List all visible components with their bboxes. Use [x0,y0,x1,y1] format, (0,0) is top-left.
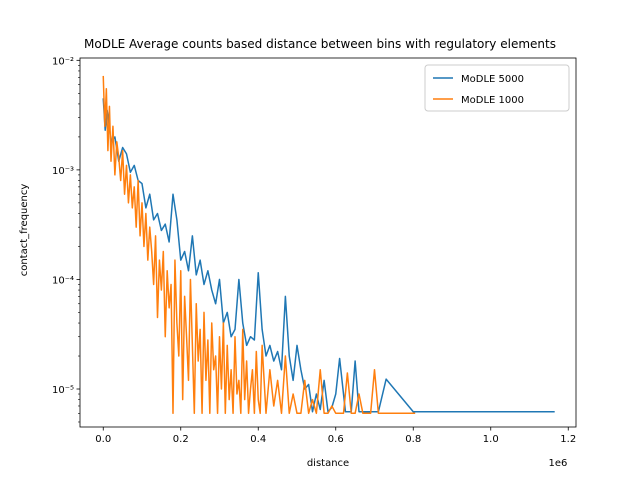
legend-box [424,64,570,112]
x-axis-offset-label: 1e6 [549,458,568,469]
y-axis: 10⁻⁵ 10⁻⁴ 10⁻³ 10⁻² [52,56,80,423]
series-line-2 [102,75,416,415]
plot-frame [79,57,577,428]
y-tick-label: 10⁻⁴ [52,275,74,286]
x-tick-label: 1.2 [560,434,576,445]
legend-label-1: MoDLE 5000 [461,74,524,85]
y-tick-label: 10⁻² [52,56,74,67]
series-line-1 [102,98,555,413]
x-tick-label: 0.2 [173,434,189,445]
x-tick-label: 1.0 [483,434,499,445]
y-axis-label: contact_frequency [19,184,30,277]
chart-title: MoDLE Average counts based distance betw… [84,37,556,51]
x-tick-label: 0.8 [405,434,421,445]
x-axis-label: distance [307,458,349,469]
x-tick-label: 0.0 [95,434,111,445]
y-tick-label: 10⁻⁵ [52,385,74,396]
x-tick-label: 0.4 [250,434,266,445]
y-tick-label: 10⁻³ [52,166,74,177]
legend-label-2: MoDLE 1000 [461,95,524,106]
x-tick-label: 0.6 [328,434,344,445]
x-axis: 0.0 0.2 0.4 0.6 0.8 1.0 1.2 [95,427,576,445]
legend: MoDLE 5000 MoDLE 1000 [424,64,570,112]
plot-series-group [102,75,555,415]
